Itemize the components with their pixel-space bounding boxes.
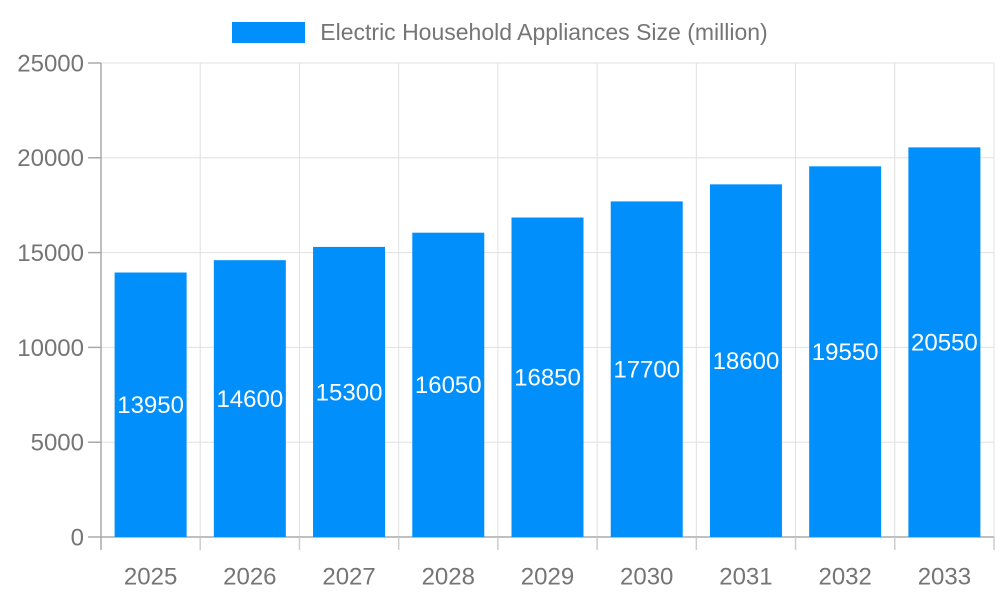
- bar-value-label: 17700: [613, 357, 680, 384]
- bar-2030[interactable]: [610, 201, 683, 537]
- bar-2032[interactable]: [809, 166, 882, 537]
- bar-value-label: 16050: [415, 372, 482, 399]
- y-tick-label: 0: [71, 524, 84, 551]
- x-tick-label: 2026: [223, 563, 276, 590]
- legend[interactable]: Electric Household Appliances Size (mill…: [0, 19, 1000, 46]
- bar-value-label: 14600: [216, 386, 283, 413]
- x-tick-label: 2032: [818, 563, 871, 590]
- x-tick-label: 2031: [719, 563, 772, 590]
- bar-2033[interactable]: [908, 147, 981, 537]
- bar-2025[interactable]: [114, 272, 187, 537]
- bar-2027[interactable]: [313, 246, 386, 538]
- y-tick-label: 15000: [17, 240, 84, 267]
- legend-label: Electric Household Appliances Size (mill…: [320, 19, 768, 45]
- bar-value-label: 15300: [316, 379, 383, 406]
- bar-2031[interactable]: [709, 184, 782, 537]
- x-tick-label: 2025: [124, 563, 177, 590]
- y-tick-label: 10000: [17, 335, 84, 362]
- bar-2026[interactable]: [213, 260, 286, 537]
- y-tick-label: 20000: [17, 145, 84, 172]
- x-tick-label: 2029: [521, 563, 574, 590]
- bar-2028[interactable]: [412, 232, 485, 537]
- bar-value-label: 18600: [713, 348, 780, 375]
- x-tick-label: 2030: [620, 563, 673, 590]
- x-tick-label: 2028: [422, 563, 475, 590]
- legend-swatch: [232, 22, 306, 43]
- y-tick-label: 25000: [17, 50, 84, 77]
- bar-value-label: 20550: [911, 330, 978, 357]
- bar-value-label: 16850: [514, 365, 581, 392]
- x-tick-label: 2033: [918, 563, 971, 590]
- y-tick-label: 5000: [31, 430, 84, 457]
- bar-value-label: 13950: [117, 392, 184, 419]
- x-tick-label: 2027: [322, 563, 375, 590]
- bar-value-label: 19550: [812, 339, 879, 366]
- bar-2029[interactable]: [511, 217, 584, 538]
